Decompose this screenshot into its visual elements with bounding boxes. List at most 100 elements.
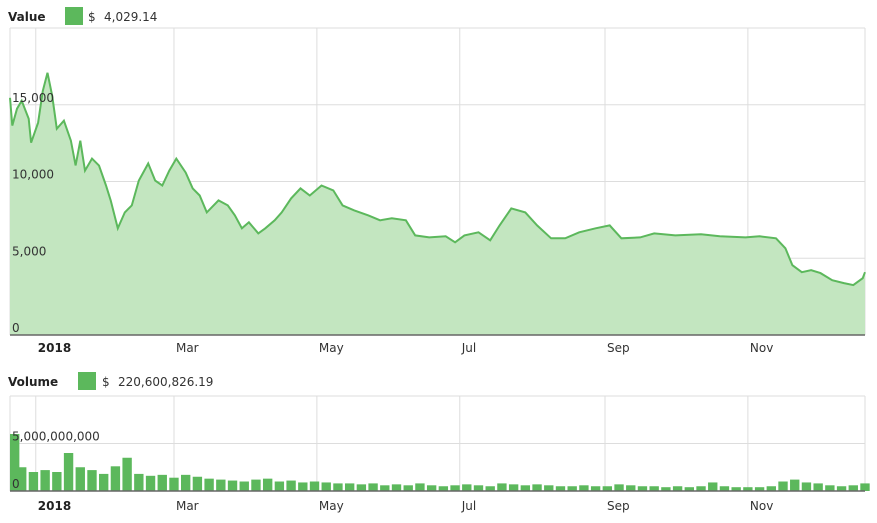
bar <box>602 486 613 491</box>
area-line <box>9 72 866 287</box>
bar <box>766 486 776 491</box>
bar <box>134 473 144 491</box>
bar <box>204 478 214 491</box>
legend-title: Value <box>8 10 46 24</box>
bar <box>356 484 367 491</box>
y-tick-label: 10,000 <box>12 168 54 182</box>
bar <box>181 474 191 491</box>
x-tick-label: Mar <box>176 499 199 513</box>
bar <box>731 487 741 491</box>
bar <box>333 483 343 491</box>
bar <box>825 485 835 491</box>
bar <box>813 483 823 491</box>
bar <box>157 474 167 491</box>
bar <box>426 485 437 491</box>
bar <box>497 483 507 491</box>
bar <box>462 484 472 491</box>
bar <box>262 478 273 491</box>
legend-value: 4,029.14 <box>104 10 157 24</box>
bar <box>415 483 425 491</box>
x-tick-label: May <box>319 499 344 513</box>
bar <box>696 486 706 491</box>
bar <box>216 479 226 491</box>
bar <box>251 479 261 491</box>
x-tick-label: Sep <box>607 499 630 513</box>
x-tick-label: May <box>319 341 344 355</box>
bar <box>848 485 858 491</box>
x-tick-label: Jul <box>461 499 476 513</box>
bar <box>169 477 179 491</box>
bar <box>754 487 765 491</box>
bar <box>110 466 121 491</box>
y-tick-label: 5,000,000,000 <box>12 430 100 444</box>
bar <box>626 485 636 491</box>
x-tick-label: 2018 <box>38 499 71 513</box>
bar <box>52 472 62 491</box>
x-tick-label: Mar <box>176 341 199 355</box>
bar <box>99 473 109 491</box>
bar <box>239 481 249 491</box>
bar <box>743 487 753 491</box>
bar <box>450 485 460 491</box>
bar <box>286 480 296 491</box>
bar <box>544 485 554 491</box>
bar <box>368 483 378 491</box>
bar <box>661 487 671 491</box>
bar <box>227 480 238 491</box>
bar <box>520 485 531 491</box>
legend-title: Volume <box>8 375 58 389</box>
legend-prefix: $ <box>88 10 96 24</box>
bar <box>649 486 659 491</box>
bar <box>298 482 308 491</box>
y-tick-label: 15,000 <box>12 91 54 105</box>
bar <box>17 467 27 491</box>
y-tick-label: 0 <box>12 477 20 491</box>
bar <box>684 487 694 491</box>
bar <box>532 484 542 491</box>
bar <box>87 470 97 491</box>
bar <box>122 457 132 491</box>
bar <box>778 481 788 491</box>
legend-swatch <box>78 372 96 390</box>
y-tick-label: 0 <box>12 321 20 335</box>
bar <box>192 476 203 491</box>
bar <box>438 486 449 491</box>
bar <box>63 453 74 491</box>
x-tick-label: Nov <box>750 341 773 355</box>
bar <box>145 475 156 491</box>
bar <box>708 482 718 491</box>
bar <box>274 481 285 491</box>
bar <box>614 484 624 491</box>
bar <box>485 486 495 491</box>
bar <box>719 486 730 491</box>
bar <box>321 482 331 491</box>
y-tick-label: 5,000 <box>12 244 46 258</box>
x-tick-label: Sep <box>607 341 630 355</box>
x-tick-label: 2018 <box>38 341 71 355</box>
bar <box>637 486 648 491</box>
x-tick-label: Nov <box>750 499 773 513</box>
legend-swatch <box>65 7 83 25</box>
bar <box>836 486 847 491</box>
bar <box>801 482 812 491</box>
x-tick-label: Jul <box>461 341 476 355</box>
bar <box>672 486 683 491</box>
bar <box>391 484 402 491</box>
bar <box>473 485 484 491</box>
bar <box>555 486 566 491</box>
legend-prefix: $ <box>102 375 110 389</box>
bar <box>380 485 390 491</box>
bar <box>860 483 870 491</box>
bar <box>790 479 800 491</box>
legend-value: 220,600,826.19 <box>118 375 213 389</box>
bar <box>579 485 589 491</box>
bar <box>403 485 413 491</box>
bar <box>567 486 577 491</box>
bar <box>590 486 601 491</box>
area-fill <box>10 72 865 336</box>
bar <box>344 483 355 491</box>
bar <box>309 481 320 491</box>
bar <box>10 434 20 491</box>
bar <box>75 467 85 491</box>
